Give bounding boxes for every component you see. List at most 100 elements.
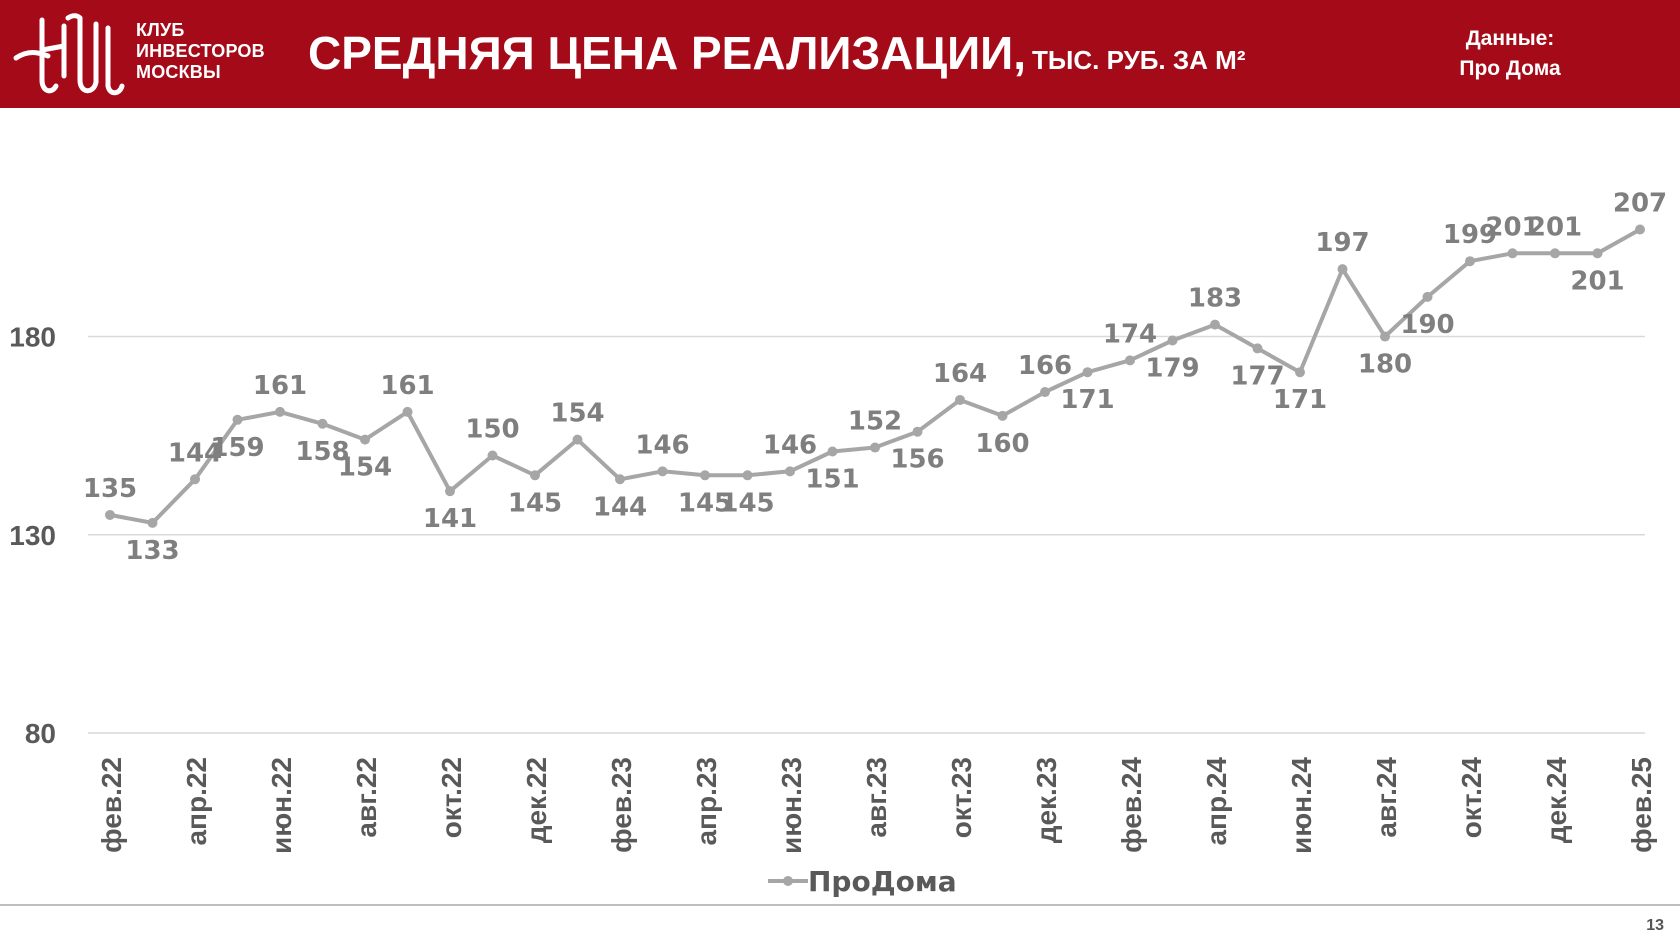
- data-label: 190: [1400, 310, 1454, 340]
- data-label: 158: [295, 437, 349, 467]
- x-tick-label: июн.23: [776, 757, 807, 854]
- y-tick-label: 180: [9, 322, 56, 353]
- x-tick-label: дек.24: [1541, 757, 1572, 844]
- x-tick-label: апр.22: [181, 757, 212, 846]
- y-tick-label: 130: [9, 520, 56, 551]
- data-point: [742, 470, 753, 481]
- brand-line: КЛУБ: [136, 20, 185, 40]
- brand-name: КЛУБ ИНВЕСТОРОВ МОСКВЫ: [136, 20, 265, 83]
- data-label: 197: [1315, 228, 1369, 258]
- source-label: Данные:: [1465, 27, 1555, 50]
- page-number: 13: [1646, 917, 1664, 934]
- title-units: ТЫС. РУБ. ЗА М²: [1032, 45, 1246, 75]
- x-tick-label: фев.24: [1116, 757, 1147, 853]
- data-point: [1210, 319, 1220, 330]
- data-point: [657, 466, 668, 477]
- data-point: [1465, 256, 1475, 267]
- data-point: [190, 474, 200, 485]
- legend-label: ПроДома: [808, 865, 957, 898]
- data-label: 146: [635, 430, 689, 460]
- data-label: 152: [848, 407, 902, 437]
- data-label: 161: [380, 371, 434, 401]
- data-point: [317, 418, 328, 429]
- data-label: 201: [1485, 212, 1539, 242]
- x-tick-label: дек.23: [1031, 757, 1062, 843]
- header-bar: КЛУБ ИНВЕСТОРОВ МОСКВЫ СРЕДНЯЯ ЦЕНА РЕАЛ…: [0, 0, 1680, 108]
- data-label: 174: [1103, 319, 1157, 349]
- data-point: [1592, 248, 1603, 259]
- x-tick-label: апр.23: [691, 757, 722, 846]
- data-label: 164: [933, 359, 987, 389]
- data-label: 145: [678, 488, 732, 518]
- club-logo-icon: [13, 13, 125, 96]
- data-point: [402, 406, 413, 417]
- data-point: [870, 442, 880, 453]
- data-point: [232, 414, 243, 425]
- data-point: [700, 470, 710, 481]
- x-tick-label: фев.23: [606, 757, 637, 853]
- data-label: 154: [550, 399, 604, 429]
- source-name: Про Дома: [1459, 57, 1561, 80]
- data-label: 133: [125, 536, 179, 566]
- data-label: 161: [253, 371, 307, 401]
- data-source: Данные: Про Дома: [1440, 24, 1580, 84]
- data-label: 145: [508, 488, 562, 518]
- x-tick-label: июн.24: [1286, 757, 1317, 854]
- x-tick-label: дек.22: [521, 757, 552, 843]
- data-point: [1422, 291, 1433, 302]
- data-point: [785, 466, 795, 477]
- footer-divider: [0, 904, 1680, 906]
- data-point: [275, 406, 285, 417]
- data-label: 144: [168, 438, 222, 468]
- data-label: 179: [1145, 354, 1199, 384]
- data-label: 146: [763, 430, 817, 460]
- brand-line: МОСКВЫ: [136, 62, 221, 82]
- data-label: 154: [338, 453, 392, 483]
- data-label: 171: [1060, 385, 1114, 415]
- data-point: [530, 470, 540, 481]
- data-point: [1337, 264, 1348, 275]
- data-point: [912, 426, 923, 437]
- data-label: 160: [975, 429, 1029, 459]
- x-tick-label: окт.22: [436, 757, 467, 838]
- x-tick-label: авг.24: [1371, 757, 1402, 838]
- data-point: [1252, 343, 1263, 354]
- x-tick-label: авг.22: [351, 757, 382, 838]
- data-label: 171: [1273, 385, 1327, 415]
- data-label: 201: [1570, 266, 1624, 296]
- data-label: 159: [210, 433, 264, 463]
- data-label: 166: [1018, 351, 1072, 381]
- x-tick-label: окт.23: [946, 757, 977, 838]
- data-point: [572, 434, 583, 445]
- data-label: 201: [1528, 212, 1582, 242]
- x-tick-label: июн.22: [266, 757, 297, 854]
- data-point: [1550, 248, 1560, 259]
- data-label: 150: [465, 414, 519, 444]
- data-point: [360, 434, 370, 445]
- data-point: [1635, 224, 1645, 235]
- data-point: [487, 450, 498, 461]
- data-point: [1380, 331, 1390, 342]
- data-point: [445, 486, 455, 497]
- data-label: 156: [890, 445, 944, 475]
- brand-line: ИНВЕСТОРОВ: [136, 41, 265, 61]
- data-label: 207: [1613, 188, 1667, 218]
- data-label: 145: [720, 488, 774, 518]
- data-point: [1167, 335, 1178, 346]
- data-point: [827, 446, 838, 457]
- data-point: [1082, 367, 1093, 378]
- data-point: [1507, 248, 1518, 259]
- x-tick-label: апр.24: [1201, 757, 1232, 846]
- x-tick-label: фев.22: [96, 757, 127, 853]
- page-title: СРЕДНЯЯ ЦЕНА РЕАЛИЗАЦИИ, ТЫС. РУБ. ЗА М²: [308, 26, 1246, 80]
- line-chart: 80 130 180 фев.22 апр.22 июн.22 авг.22 окт.22 де…: [9, 188, 1667, 898]
- data-label: 151: [805, 465, 859, 495]
- x-tick-label: фев.25: [1626, 757, 1657, 853]
- title-main: СРЕДНЯЯ ЦЕНА РЕАЛИЗАЦИИ,: [308, 27, 1027, 79]
- y-tick-label: 80: [25, 718, 56, 749]
- data-point: [955, 394, 965, 405]
- data-point: [997, 410, 1008, 421]
- data-point: [1295, 367, 1305, 378]
- data-point: [147, 517, 158, 528]
- x-tick-label: авг.23: [861, 757, 892, 838]
